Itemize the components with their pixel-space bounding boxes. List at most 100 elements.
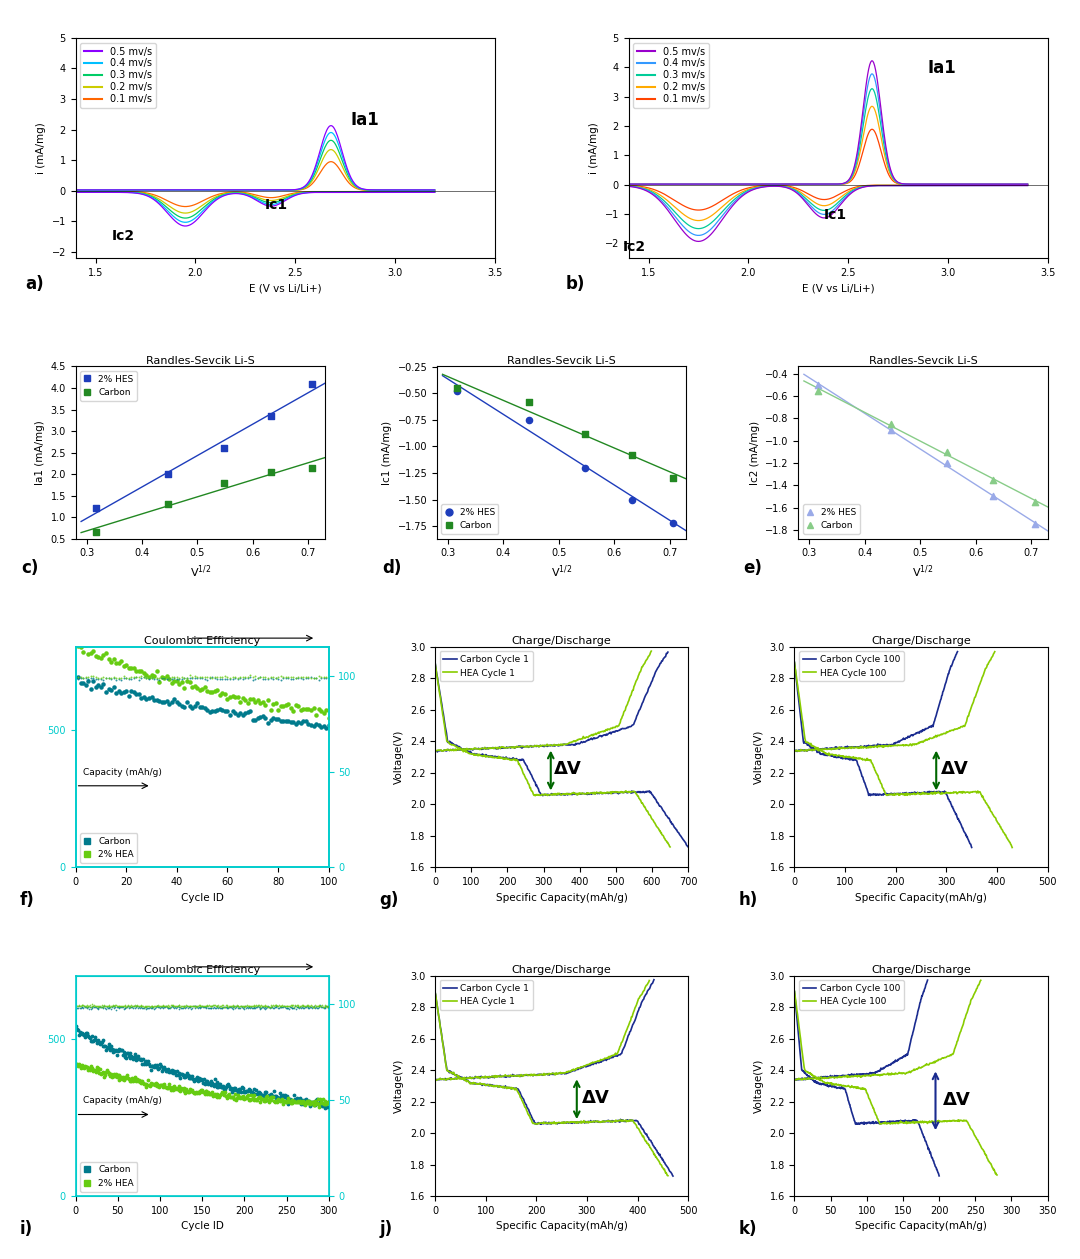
Point — [269, 996, 286, 1016]
Point — [234, 997, 252, 1017]
Point — [285, 995, 302, 1015]
Point — [199, 667, 216, 687]
Point — [87, 670, 105, 690]
Point — [90, 1030, 107, 1050]
Point — [228, 996, 245, 1016]
Point — [302, 667, 320, 687]
Point — [150, 997, 167, 1017]
Point — [149, 996, 166, 1016]
Point — [205, 997, 222, 1017]
HEA Cycle 1 — [575, 1114, 588, 1129]
Point — [180, 997, 198, 1017]
Text: k): k) — [739, 1220, 757, 1238]
Point — [81, 997, 98, 1017]
Point — [293, 995, 310, 1015]
Point — [163, 670, 180, 690]
HEA Cycle 1 — [598, 1114, 611, 1129]
Point — [178, 1063, 195, 1083]
Point — [272, 996, 289, 1016]
Point — [310, 699, 327, 719]
Point — [181, 1068, 199, 1088]
Point — [623, 490, 640, 510]
Point — [239, 692, 256, 713]
Point — [279, 1090, 296, 1110]
Carbon Cycle 1 — [457, 1071, 470, 1087]
Point — [134, 1049, 151, 1069]
Point — [150, 1058, 167, 1078]
Point — [78, 1056, 95, 1076]
Point — [189, 1071, 206, 1092]
Point — [266, 1081, 283, 1102]
Point — [160, 494, 177, 514]
Point — [141, 997, 159, 1017]
Point — [86, 522, 104, 543]
Point — [255, 1087, 272, 1107]
Point — [239, 1085, 256, 1105]
Point — [174, 1065, 191, 1085]
Point — [261, 998, 279, 1019]
Point — [239, 997, 256, 1017]
Point — [86, 1027, 104, 1047]
Point — [125, 667, 143, 687]
Point — [190, 1069, 207, 1089]
Point — [120, 667, 137, 687]
Point — [237, 667, 254, 687]
Point — [234, 1088, 252, 1108]
Point — [300, 996, 318, 1016]
Point — [252, 998, 269, 1019]
Point — [160, 997, 177, 1017]
Point — [162, 997, 179, 1017]
Point — [265, 669, 282, 689]
Point — [98, 996, 116, 1016]
Point — [82, 643, 99, 663]
Point — [114, 1068, 132, 1088]
Point — [91, 997, 108, 1017]
Point — [251, 995, 268, 1015]
Point — [257, 708, 274, 728]
Point — [82, 996, 99, 1016]
Point — [112, 996, 130, 1016]
Point — [297, 996, 314, 1016]
Point — [229, 705, 246, 725]
Point — [312, 1092, 329, 1112]
Point — [261, 667, 279, 687]
Y-axis label: Ic1 (mA/mg): Ic1 (mA/mg) — [382, 421, 392, 485]
Point — [77, 1056, 94, 1076]
Point — [259, 1089, 276, 1109]
Point — [105, 1065, 122, 1085]
Point — [201, 681, 218, 701]
Point — [280, 710, 297, 730]
Point — [295, 1094, 312, 1114]
Point — [315, 1094, 333, 1114]
Point — [172, 997, 189, 1017]
Point — [148, 690, 165, 710]
Carbon Cycle 100 — [916, 786, 929, 801]
Point — [197, 667, 214, 687]
Point — [296, 997, 313, 1017]
Point — [162, 1063, 179, 1083]
Point — [306, 997, 323, 1017]
Point — [105, 1040, 122, 1060]
Point — [134, 998, 151, 1019]
Point — [172, 1068, 189, 1088]
Point — [318, 996, 335, 1016]
Point — [254, 667, 271, 687]
Carbon Cycle 1 — [588, 786, 600, 801]
Point — [288, 997, 306, 1017]
Point — [241, 1079, 258, 1099]
Point — [165, 689, 183, 709]
Point — [84, 996, 102, 1016]
Point — [99, 996, 117, 1016]
Point — [302, 995, 320, 1015]
Point — [87, 667, 105, 687]
Point — [296, 998, 313, 1019]
Point — [161, 694, 178, 714]
Point — [269, 1090, 286, 1110]
Point — [81, 1060, 98, 1080]
Point — [289, 669, 307, 689]
Point — [319, 1093, 336, 1113]
Point — [165, 997, 183, 1017]
Point — [83, 997, 100, 1017]
Point — [153, 996, 171, 1016]
Point — [156, 1056, 173, 1076]
